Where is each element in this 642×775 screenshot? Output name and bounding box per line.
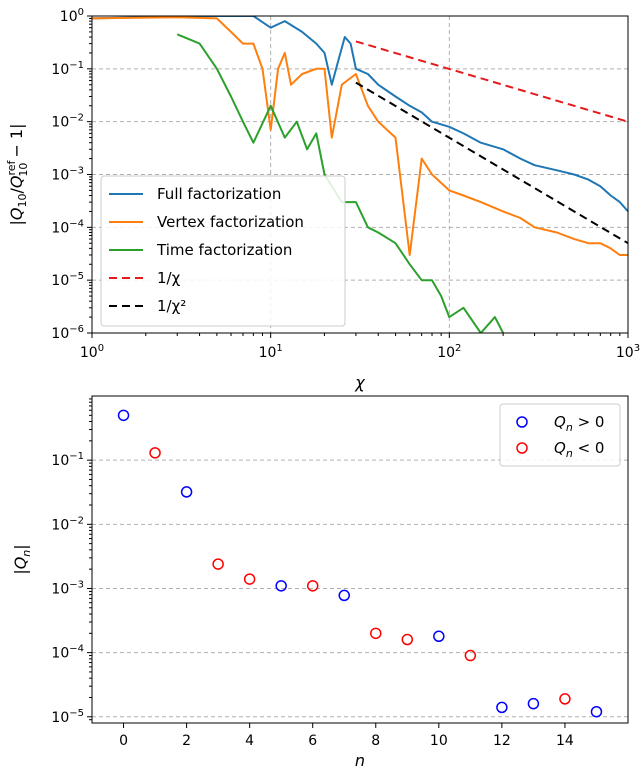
legend-label-2: Time factorization [156, 241, 292, 259]
series-line-3 [355, 40, 628, 123]
x-tick-label: 8 [371, 733, 380, 749]
series-line-1 [92, 16, 628, 256]
y-tick-label: 10−1 [51, 60, 84, 78]
y-tick-label: 10−6 [51, 324, 84, 342]
bottom-chart: 0 2 4 6 8 10 12 14 10−1 10−2 10−3 10−4 10−5 n |Qn| Qn >… [11, 395, 629, 770]
x-axis-label: χ [354, 373, 365, 392]
x-tick-label: 4 [245, 733, 254, 749]
x-tick-label: 2 [182, 733, 191, 749]
x-tick-label: 6 [308, 733, 317, 749]
y-tick-label: 10−3 [51, 579, 84, 597]
data-point-s0-0 [117, 409, 130, 422]
x-tick-label: 102 [437, 343, 461, 361]
data-point-s1-6 [464, 649, 477, 662]
y-tick-label: 10−4 [51, 644, 84, 662]
x-tick-label: 0 [119, 733, 128, 749]
data-point-s1-1 [212, 558, 224, 570]
legend-top: Full factorization Vertex factorization Ti… [100, 175, 346, 327]
y-tick-label: 10−2 [51, 113, 84, 131]
legend-label-4: 1/χ² [157, 297, 186, 315]
legend-marker-0 [516, 416, 528, 428]
x-tick-label: 10 [430, 733, 448, 749]
y-tick-label: 10−3 [51, 166, 84, 184]
legend-box-top [100, 175, 346, 327]
legend-marker-1 [516, 442, 528, 454]
x-tick-label: 100 [80, 343, 104, 361]
data-point-s0-7 [590, 705, 603, 718]
grid-bottom [92, 459, 628, 718]
x-tick-label: 103 [616, 343, 640, 361]
data-point-s1-5 [401, 633, 414, 646]
legend-label-3: 1/χ [157, 269, 181, 287]
series-line-0 [92, 16, 628, 213]
series-line-2 [176, 33, 504, 333]
data-point-s1-2 [243, 573, 256, 585]
y-tick-label: 10−2 [51, 515, 84, 533]
data-point-s0-4 [433, 630, 445, 642]
data-point-s0-3 [338, 589, 350, 602]
legend-label-0: Full factorization [157, 185, 281, 203]
y-tick-label: 10−4 [51, 218, 84, 236]
data-point-s1-7 [559, 693, 571, 705]
legend-box-bottom [499, 403, 621, 467]
axes-frame-bottom [91, 395, 629, 724]
legend-bottom: Qn > 0 Qn < 0 [499, 403, 621, 467]
data-point-s1-4 [370, 627, 382, 640]
legend-label-0: Qn > 0 [554, 413, 604, 434]
legend-label-1: Qn < 0 [554, 439, 604, 460]
y-axis-label: |Qn| [11, 544, 33, 574]
data-point-s1-0 [149, 447, 161, 459]
data-point-s0-5 [496, 701, 508, 714]
x-tick-label: 101 [259, 343, 283, 361]
series-line-4 [355, 81, 628, 245]
data-point-s0-2 [275, 580, 287, 592]
y-axis-label: |Q10/Qref10 − 1| [5, 123, 30, 225]
y-tick-label: 10−5 [51, 271, 84, 289]
top-chart: 100 101 102 103 100 10−1 10−2 10−3 10−4 10−5 10−6 χ… [5, 7, 640, 392]
data-point-s1-3 [306, 580, 319, 592]
data-point-s0-1 [180, 486, 193, 498]
y-tick-label: 10−5 [51, 708, 84, 726]
x-axis-label: n [355, 751, 365, 770]
y-tick-label: 10−1 [51, 451, 84, 469]
plot-area-top [92, 16, 628, 333]
legend-label-1: Vertex factorization [157, 213, 304, 231]
y-tick-label: 100 [60, 7, 84, 25]
x-tick-label: 12 [493, 733, 511, 749]
x-tick-label: 14 [556, 733, 574, 749]
data-point-s0-6 [527, 697, 540, 710]
